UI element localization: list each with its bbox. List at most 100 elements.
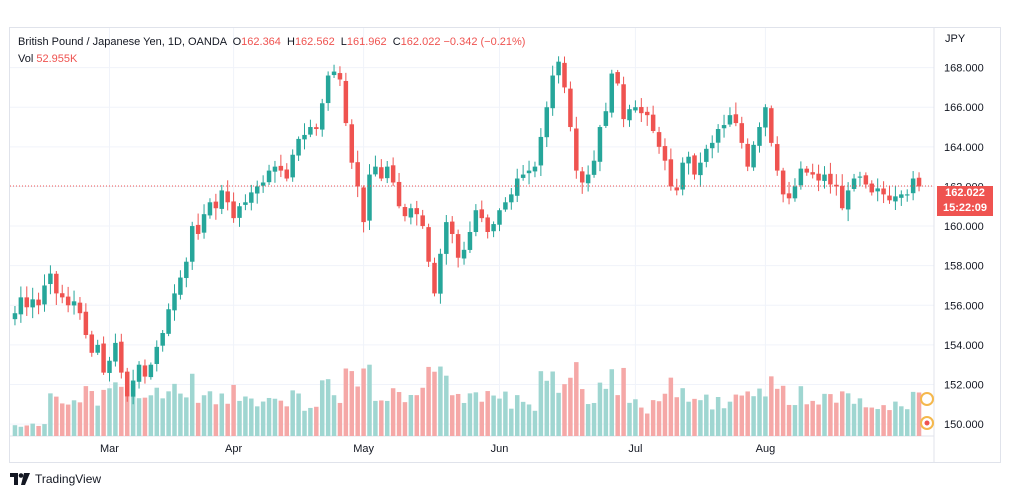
candle-body: [834, 184, 839, 187]
candle-body: [337, 73, 343, 80]
candle-body: [899, 194, 904, 198]
volume-bar: [390, 388, 396, 436]
candle-body: [113, 342, 118, 362]
volume-bar: [674, 397, 680, 436]
candle-body: [485, 217, 490, 232]
volume-bar: [863, 407, 869, 436]
open-label: O: [232, 36, 242, 48]
x-tick-label: Jul: [628, 443, 642, 455]
volume-bar: [556, 392, 561, 436]
candle-body: [254, 186, 260, 194]
candle-body: [503, 202, 508, 210]
volume-bar: [467, 393, 473, 436]
candle-body: [698, 162, 703, 176]
candle-body: [278, 165, 284, 171]
x-tick-label: Apr: [225, 443, 242, 455]
volume-bar: [272, 398, 278, 436]
candle-body: [408, 208, 414, 218]
candle-body: [101, 343, 106, 373]
volume-bar: [792, 405, 798, 436]
candle-body: [769, 108, 774, 143]
candle-body: [916, 177, 922, 187]
candle-body: [219, 190, 225, 209]
volume-bar: [71, 400, 77, 436]
volume-bar: [461, 402, 467, 436]
volume-bar: [692, 398, 697, 436]
chart-legend: British Pound / Japanese Yen, 1D, OANDA …: [18, 34, 525, 68]
volume-bar: [526, 404, 532, 436]
volume-bar: [709, 409, 715, 436]
volume-bar: [449, 395, 455, 436]
candle-body: [621, 84, 626, 120]
volume-bar: [822, 393, 827, 436]
candle-body: [379, 167, 384, 179]
volume-bar: [757, 388, 762, 436]
volume-bar: [916, 392, 922, 436]
volume-bar: [355, 386, 360, 436]
candle-body: [361, 187, 366, 223]
footer-branding[interactable]: TradingView: [10, 472, 101, 486]
candle-body: [36, 299, 41, 306]
volume-bar: [172, 383, 177, 436]
candle-body: [195, 224, 201, 234]
candle-body: [514, 178, 520, 196]
candle-body: [160, 333, 165, 346]
x-tick-label: Aug: [756, 443, 776, 455]
candle-body: [668, 159, 674, 187]
volume-bar: [656, 401, 662, 436]
x-tick-label: Mar: [100, 443, 119, 455]
volume-bar: [113, 382, 118, 436]
volume-bar: [201, 395, 207, 436]
candle-body: [893, 196, 898, 202]
volume-bar: [455, 393, 461, 436]
candle-body: [225, 191, 230, 203]
volume-bar: [727, 401, 733, 436]
y-tick-label: 152.000: [944, 380, 984, 392]
candle-body: [650, 114, 656, 131]
volume-bar: [414, 395, 420, 436]
x-tick-label: Jun: [491, 443, 509, 455]
volume-bar: [804, 404, 810, 436]
candle-body: [367, 174, 372, 221]
volume-bar: [893, 401, 898, 436]
volume-bar: [591, 402, 597, 436]
candle-body: [438, 253, 443, 294]
volume-bar: [698, 400, 703, 436]
candle-body: [751, 144, 756, 168]
volume-bar: [875, 409, 880, 436]
candle-body: [904, 194, 910, 196]
volume-bar: [148, 395, 154, 436]
volume-bar: [639, 407, 644, 436]
open-value: 162.364: [241, 36, 281, 48]
candle-body: [609, 73, 615, 113]
candle-body: [154, 346, 160, 364]
candle-body: [189, 226, 195, 262]
candle-body: [733, 114, 739, 124]
volume-value: 52.955K: [36, 53, 78, 65]
volume-bar: [408, 395, 414, 436]
candle-body: [644, 111, 650, 116]
candle-body: [656, 132, 662, 147]
chart-frame: [9, 27, 1001, 463]
close-label: C: [392, 36, 401, 48]
candle-body: [780, 170, 786, 195]
candle-body: [231, 201, 236, 219]
candle-body: [615, 72, 620, 84]
candle-body: [319, 103, 325, 130]
volume-bar: [42, 424, 47, 436]
candle-body: [704, 148, 709, 162]
candle-body: [266, 170, 272, 183]
candle-body: [680, 162, 685, 190]
volume-bar: [721, 408, 727, 436]
volume-bar: [574, 362, 579, 436]
candle-body: [71, 301, 77, 306]
tradingview-logo-icon: [10, 473, 30, 485]
volume-bar: [544, 380, 550, 436]
candle-body: [550, 75, 555, 109]
volume-bar: [349, 371, 355, 436]
volume-bar: [178, 393, 183, 436]
candle-body: [42, 285, 47, 305]
candle-body: [887, 195, 892, 201]
candle-body: [290, 154, 295, 178]
